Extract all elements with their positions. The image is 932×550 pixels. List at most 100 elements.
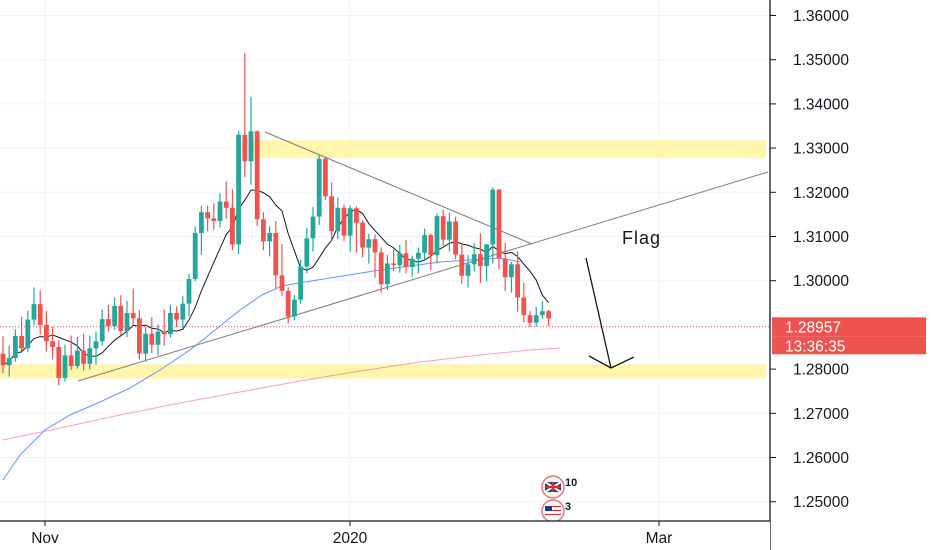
us-flag-stripe <box>545 514 561 515</box>
us-flag-canton <box>545 506 552 511</box>
candle-body <box>354 208 359 223</box>
candle-body <box>285 290 291 317</box>
trendlines <box>77 131 769 382</box>
candle-body <box>168 312 173 335</box>
candle-body <box>186 278 192 304</box>
price-tick-label: 1.26000 <box>793 450 849 467</box>
us-flag-stripe <box>545 512 561 513</box>
candle-body <box>192 232 198 279</box>
candle-body <box>44 324 49 342</box>
candles <box>0 53 551 386</box>
candle-body <box>118 305 124 332</box>
candle-body <box>37 304 43 325</box>
events[interactable]: 10 3 <box>541 475 577 523</box>
falling-trendline <box>264 131 533 245</box>
candle-body <box>341 207 347 236</box>
time-tick-label: Mar <box>646 530 673 547</box>
candle-body <box>68 355 74 367</box>
candle-body <box>298 266 303 300</box>
candle-body <box>106 319 111 327</box>
support-resistance-zone <box>252 140 766 158</box>
price-tick-label: 1.25000 <box>793 494 849 511</box>
candle-body <box>546 311 551 319</box>
candle-body <box>329 196 334 232</box>
candle-body <box>533 315 539 323</box>
ma-long-line <box>2 347 561 441</box>
candle-body <box>422 235 427 253</box>
candle-body <box>292 299 297 317</box>
candle-body <box>143 333 148 354</box>
candle-body <box>465 264 471 276</box>
event-count: 10 <box>565 477 577 489</box>
candle-body <box>366 239 372 248</box>
candle-body <box>527 315 533 323</box>
us-flag-stripe <box>545 506 561 507</box>
candle-body <box>304 238 310 267</box>
candle-body <box>0 353 6 366</box>
candle-body <box>316 158 322 217</box>
candle-body <box>230 207 235 245</box>
candle-body <box>515 264 520 298</box>
candle-body <box>335 207 341 232</box>
candle-body <box>155 331 161 345</box>
candle-body <box>31 304 37 320</box>
candle-body <box>223 201 229 208</box>
support-resistance-zone <box>0 364 766 379</box>
time-tick-label: 2020 <box>333 530 368 547</box>
candle-body <box>248 131 254 162</box>
candle-body <box>323 158 328 197</box>
down-arrow-icon <box>585 257 635 369</box>
annotations: Flag <box>585 228 660 369</box>
event-count: 3 <box>565 501 571 513</box>
price-tick-label: 1.32000 <box>793 185 849 202</box>
price-tick-label: 1.27000 <box>793 406 849 423</box>
candle-body <box>453 221 458 255</box>
arrow-shaft <box>585 257 612 369</box>
candle-body <box>13 335 18 359</box>
price-tick-label: 1.34000 <box>793 96 849 113</box>
candle-body <box>6 358 12 366</box>
price-tick-label: 1.36000 <box>793 8 849 25</box>
candle-body <box>347 208 353 236</box>
candle-body <box>391 263 396 266</box>
candle-body <box>112 305 117 327</box>
price-tick-label: 1.30000 <box>793 273 849 290</box>
candle-body <box>87 348 93 364</box>
candle-body <box>378 252 384 285</box>
price-tick-label: 1.31000 <box>793 229 849 246</box>
candle-body <box>447 221 452 240</box>
time-axis-bg <box>0 521 770 550</box>
candle-body <box>496 189 502 259</box>
candle-body <box>205 212 210 219</box>
candle-body <box>50 341 55 347</box>
economic-event-marker[interactable]: 3 <box>541 499 571 523</box>
candle-body <box>261 219 266 242</box>
candle-body <box>478 254 483 267</box>
candle-body <box>199 212 204 233</box>
candle-body <box>459 254 465 276</box>
price-tick-label: 1.33000 <box>793 141 849 158</box>
candle-body <box>509 264 514 278</box>
price-tick-label: 1.35000 <box>793 52 849 69</box>
zones <box>0 140 766 379</box>
economic-event-marker[interactable]: 10 <box>541 475 577 499</box>
candle-body <box>93 341 99 349</box>
arrow-head <box>588 355 635 369</box>
us-flag-stripe <box>545 510 561 511</box>
candle-body <box>217 201 223 222</box>
candle-body <box>161 331 167 335</box>
candle-body <box>75 350 80 367</box>
candle-body <box>428 235 434 256</box>
candle-body <box>403 253 409 267</box>
candle-body <box>434 216 440 256</box>
candle-body <box>99 319 105 342</box>
candle-body <box>440 216 446 240</box>
candle-body <box>211 218 217 222</box>
candle-body <box>502 258 508 278</box>
moving-averages <box>2 189 561 481</box>
candle-body <box>397 253 403 266</box>
candle-body <box>267 232 272 242</box>
candle-body <box>180 303 186 320</box>
